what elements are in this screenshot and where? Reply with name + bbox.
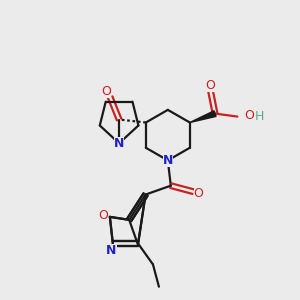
Polygon shape [190, 111, 216, 122]
Text: O: O [101, 85, 111, 98]
Text: N: N [163, 154, 173, 167]
Text: N: N [114, 137, 124, 150]
Text: O: O [206, 79, 216, 92]
Text: O: O [194, 187, 203, 200]
Text: OH: OH [244, 109, 263, 122]
Text: N: N [106, 244, 116, 257]
Text: O: O [98, 209, 108, 222]
Text: H: H [255, 110, 264, 123]
